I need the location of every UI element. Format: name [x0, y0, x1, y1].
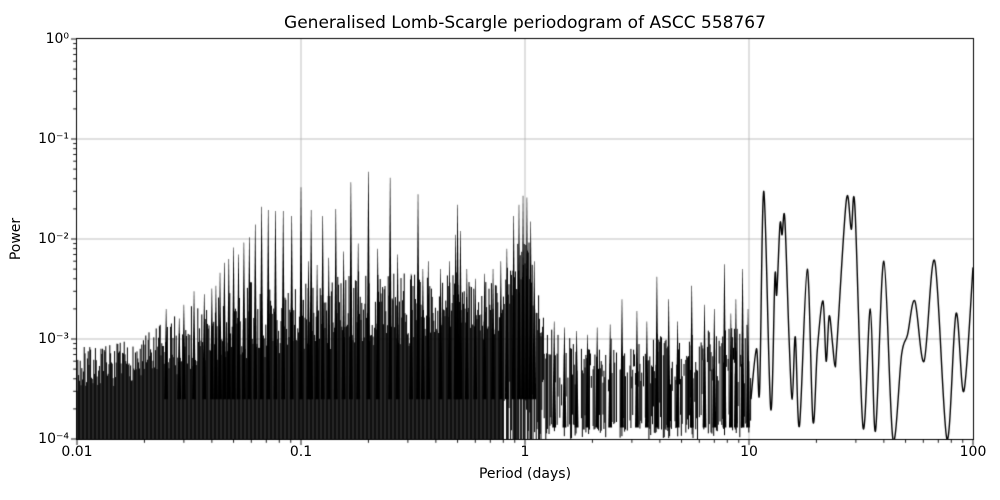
y-tick-label: 10⁻³: [38, 331, 69, 347]
y-tick-label: 10⁰: [45, 31, 69, 47]
x-tick-label: 100: [959, 444, 987, 460]
y-tick-label: 10⁻²: [38, 231, 69, 247]
x-tick-label: 10: [740, 444, 758, 460]
chart-title: Generalised Lomb-Scargle periodogram of …: [284, 13, 766, 33]
y-tick-label: 10⁻⁴: [38, 431, 69, 447]
y-tick-label: 10⁻¹: [38, 131, 69, 147]
x-tick-label: 0.1: [289, 444, 313, 460]
x-tick-label: 1: [520, 444, 530, 460]
x-axis-label: Period (days): [478, 466, 572, 482]
x-tick-label: 0.01: [61, 444, 93, 460]
